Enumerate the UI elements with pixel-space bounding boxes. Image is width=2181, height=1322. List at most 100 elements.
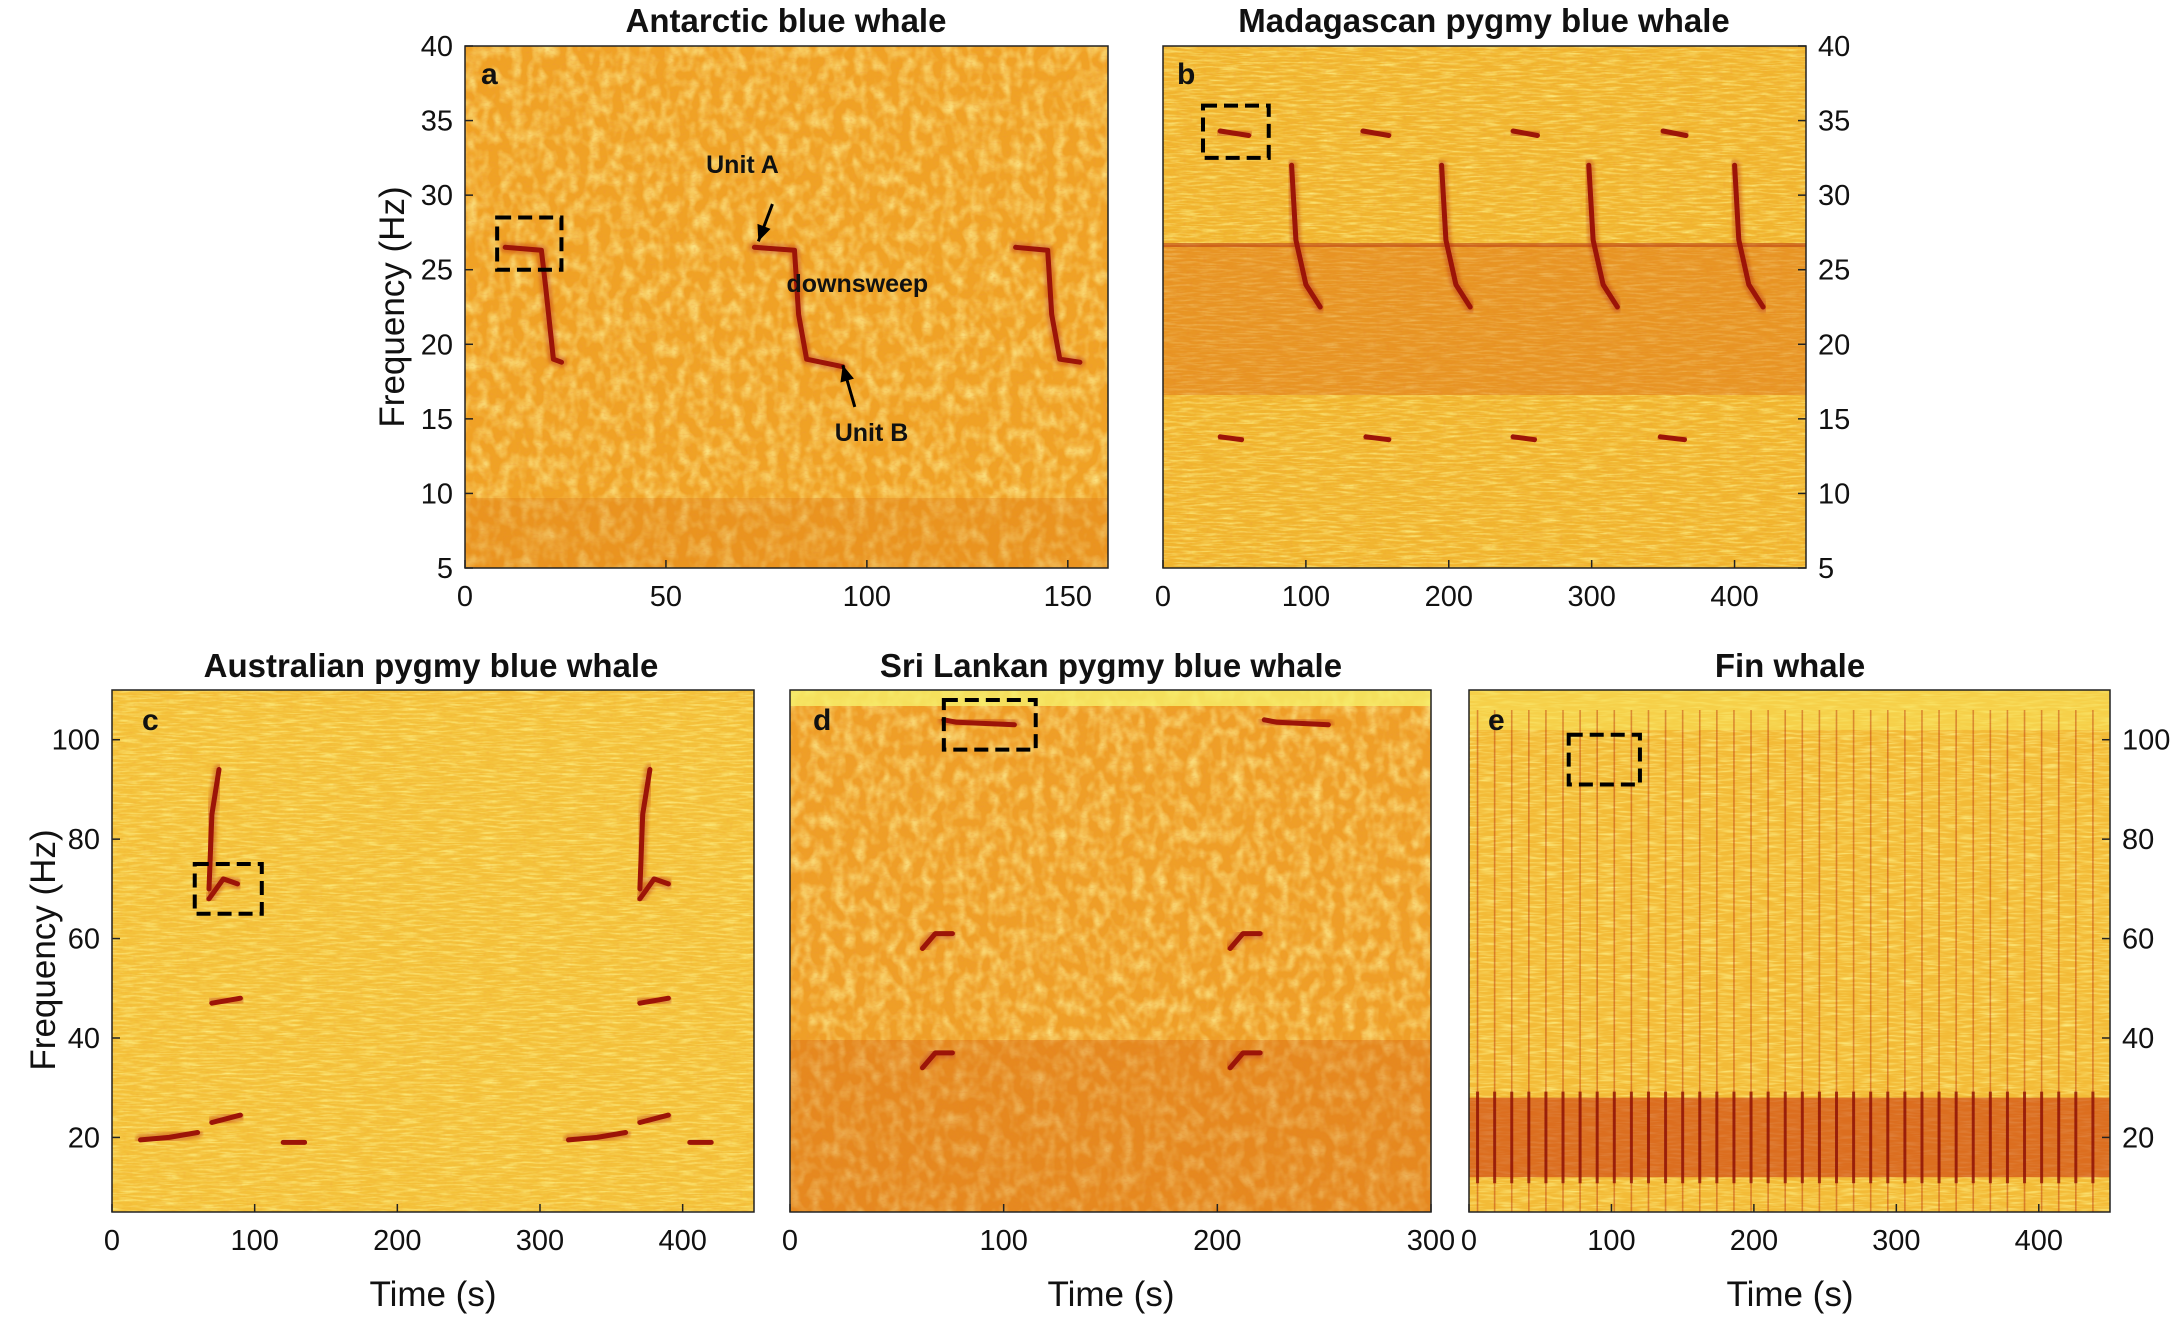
- plot-frame: [1162, 45, 1807, 569]
- plot-frame: [789, 689, 1432, 1213]
- y-axis: 5 10 15 20 25 30 35 40: [421, 31, 473, 585]
- call-trace: [209, 995, 243, 1006]
- call-boxes: [495, 215, 564, 272]
- y-tick-label: 5: [1818, 553, 1834, 585]
- call-trace: [1657, 434, 1687, 443]
- x-tick-label: 300: [1567, 581, 1615, 613]
- dashed-box: [495, 215, 564, 272]
- arrow-head: [757, 223, 771, 242]
- call-trace: [637, 876, 671, 902]
- panel-c: Australian pygmy blue whale 0 100 200 300 40…: [24, 647, 755, 1314]
- x-tick-label: 200: [1193, 1225, 1241, 1257]
- y-tick-label: 40: [2122, 1023, 2154, 1055]
- y-tick-label: 40: [68, 1023, 100, 1055]
- annotation: Unit B: [835, 419, 909, 447]
- y-axis: 20 40 60 80 100: [2102, 725, 2170, 1154]
- call-trace: [1360, 128, 1392, 138]
- x-tick-label: 0: [1461, 1225, 1477, 1257]
- panel-title: Fin whale: [1715, 647, 1865, 684]
- panel-title: Madagascan pygmy blue whale: [1238, 2, 1730, 39]
- call-boxes: [192, 862, 264, 916]
- y-tick-label: 100: [52, 725, 100, 757]
- dashed-box: [1201, 103, 1271, 160]
- call-trace: [1013, 244, 1083, 365]
- horizontal-line: [1163, 243, 1806, 247]
- call-trace: [1586, 162, 1620, 310]
- dashed-box: [941, 697, 1038, 752]
- plot-frame: [1468, 689, 2111, 1213]
- y-axis-label: Frequency (Hz): [373, 186, 412, 427]
- low-frequency-band: [465, 498, 1108, 568]
- x-tick-label: 400: [1710, 581, 1758, 613]
- panel-label: a: [481, 58, 498, 91]
- call-traces: [135, 764, 717, 1148]
- call-trace: [566, 1130, 629, 1143]
- y-tick-label: 35: [421, 106, 453, 138]
- x-tick-label: 100: [1282, 581, 1330, 613]
- call-trace: [637, 1112, 671, 1125]
- call-trace: [206, 767, 222, 892]
- y-tick-label: 25: [1818, 255, 1850, 287]
- noise-texture: [112, 690, 754, 1212]
- x-axis: 0 100 200 300: [782, 1204, 1455, 1257]
- call-trace: [1289, 162, 1323, 310]
- call-traces: [499, 241, 1086, 373]
- y-tick-label: 100: [2122, 725, 2170, 757]
- call-boxes: [941, 697, 1038, 752]
- call-trace: [1439, 162, 1473, 310]
- call-trace: [138, 1130, 201, 1143]
- call-trace: [637, 767, 653, 892]
- call-trace: [1363, 434, 1392, 443]
- dashed-box: [1566, 732, 1642, 787]
- noise-texture: [465, 46, 1108, 568]
- x-tick-label: 0: [1155, 581, 1171, 613]
- call-band: [1469, 1097, 2110, 1178]
- plot-frame: [111, 689, 755, 1213]
- x-tick-label: 100: [230, 1225, 278, 1257]
- x-tick-label: 0: [104, 1225, 120, 1257]
- x-axis: 0 100 200 300 400: [1461, 1204, 2063, 1257]
- x-axis: 0 50 100 150: [457, 560, 1092, 613]
- x-tick-label: 200: [1425, 581, 1473, 613]
- panel-a: Antarctic blue whale Unit AdownsweepUnit…: [373, 2, 1109, 613]
- call-boxes: [1201, 103, 1271, 160]
- y-tick-label: 15: [421, 404, 453, 436]
- y-tick-label: 10: [421, 478, 453, 510]
- panel-label: e: [1488, 704, 1505, 737]
- arrow-head: [840, 365, 854, 383]
- call-trace: [1660, 128, 1689, 138]
- x-tick-label: 400: [658, 1225, 706, 1257]
- y-tick-label: 20: [68, 1122, 100, 1154]
- pulse-lines: [1469, 710, 2110, 1212]
- x-axis-label: Time (s): [1726, 1275, 1853, 1314]
- x-tick-label: 400: [2015, 1225, 2063, 1257]
- y-tick-label: 20: [1818, 329, 1850, 361]
- panel-label: c: [142, 704, 159, 737]
- call-trace: [1227, 931, 1263, 951]
- y-tick-label: 20: [421, 329, 453, 361]
- y-tick-label: 30: [1818, 180, 1850, 212]
- y-tick-label: 30: [421, 180, 453, 212]
- x-tick-label: 100: [1587, 1225, 1635, 1257]
- x-tick-label: 200: [373, 1225, 421, 1257]
- call-trace: [1510, 434, 1537, 443]
- y-tick-label: 60: [2122, 924, 2154, 956]
- y-tick-label: 60: [68, 924, 100, 956]
- y-axis-label: Frequency (Hz): [24, 829, 63, 1070]
- x-tick-label: 300: [516, 1225, 564, 1257]
- panel-d: Sri Lankan pygmy blue whale 0 100 200 300 d…: [782, 647, 1455, 1314]
- y-axis: 5 10 15 20 25 30 35 40: [1798, 31, 1850, 585]
- top-highlight: [1469, 690, 2110, 730]
- y-tick-label: 15: [1818, 404, 1850, 436]
- call-boxes: [1566, 732, 1642, 787]
- call-trace: [1217, 128, 1252, 138]
- y-tick-label: 10: [1818, 478, 1850, 510]
- x-tick-label: 100: [979, 1225, 1027, 1257]
- call-trace: [1510, 128, 1540, 138]
- y-tick-label: 35: [1818, 106, 1850, 138]
- x-tick-label: 50: [650, 581, 682, 613]
- call-trace: [1261, 717, 1331, 728]
- dashed-box: [192, 862, 264, 916]
- x-axis: 0 100 200 300 400: [1155, 560, 1759, 613]
- panel-b: Madagascan pygmy blue whale 0 100 200 300 40…: [1155, 2, 1850, 613]
